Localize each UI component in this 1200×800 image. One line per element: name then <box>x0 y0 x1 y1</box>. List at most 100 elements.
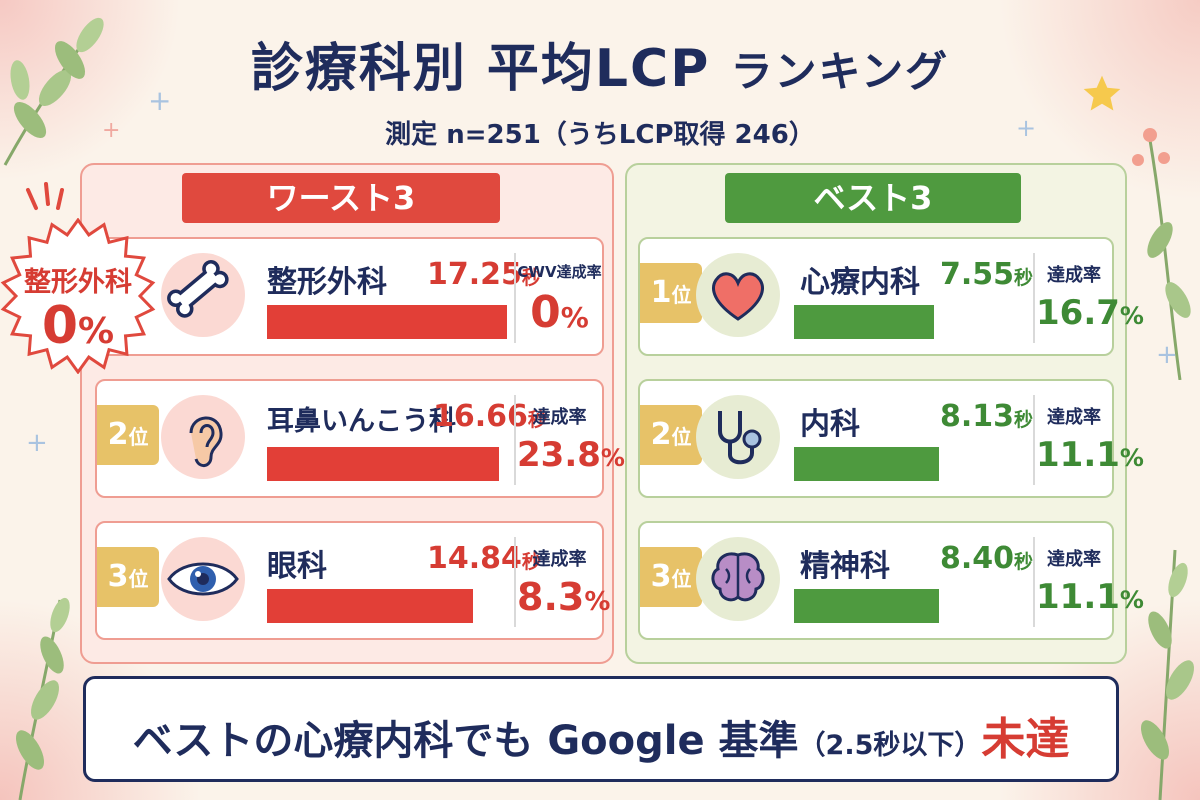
metric-label: 達成率 <box>532 407 587 428</box>
heart-icon <box>712 272 764 321</box>
lcp-unit: 秒 <box>527 409 547 431</box>
rank-badge: 1位 <box>640 263 702 323</box>
rank-number: 2 <box>107 417 129 452</box>
lcp-value: 8.13 <box>940 399 1015 434</box>
rank-unit: 位 <box>671 283 692 307</box>
lcp-value: 8.40 <box>940 541 1015 576</box>
rate-number: 16.7 <box>1036 293 1120 333</box>
icon-circle <box>696 253 780 337</box>
lcp-time: 16.66秒 <box>433 399 547 434</box>
department-name: 耳鼻いんこう科 <box>267 406 456 437</box>
rate-number: 8.3 <box>517 575 585 619</box>
rate-number: 11.1 <box>1036 577 1120 617</box>
best-card-1: 1位 心療内科 7.55秒 達成率 16.7% <box>638 237 1144 356</box>
rate-number: 23.8 <box>517 435 601 475</box>
best-panel: ベスト3 1位 心療内科 7.55秒 達成率 16.7% 2位 <box>625 163 1144 664</box>
ear-icon <box>189 416 223 467</box>
best-header: ベスト3 <box>725 173 1021 223</box>
metric-label: 達成率 <box>1047 265 1101 286</box>
metric-label: 達成率 <box>532 549 587 570</box>
rank-unit: 位 <box>671 425 692 449</box>
metric-label: 達成率 <box>1047 407 1101 428</box>
department-name: 精神科 <box>800 549 890 584</box>
footer-part1: ベストの心療内科でも Google 基準 <box>132 718 799 764</box>
lcp-time: 17.25秒 <box>427 257 541 292</box>
rate-value: 23.8% <box>517 435 625 475</box>
worst-card-3: 3位 眼科 14.84秒 達成率 8.3% <box>95 521 610 640</box>
lcp-bar <box>267 589 473 623</box>
star-icon <box>1083 75 1121 111</box>
lcp-time: 8.40秒 <box>940 541 1033 576</box>
rank-unit: 位 <box>128 425 149 449</box>
rate-unit: % <box>1119 444 1144 472</box>
leaf-branch-bottom-right-icon <box>1141 549 1194 800</box>
rank-badge: 3位 <box>640 547 702 607</box>
worst-header: ワースト3 <box>182 173 500 223</box>
callout-number: 0 <box>41 296 79 356</box>
rank-number: 2 <box>650 417 672 452</box>
rate-value: 8.3% <box>517 575 610 619</box>
footer-paren: （2.5秒以下） <box>798 730 982 761</box>
rank-unit: 位 <box>128 567 149 591</box>
burst-shape <box>0 218 156 374</box>
leaf-branch-right-icon <box>1132 128 1191 380</box>
lcp-unit: 秒 <box>1014 551 1034 573</box>
callout-name: 整形外科 <box>24 267 132 298</box>
callout-burst: 整形外科 0% <box>0 218 156 374</box>
rank-unit: 位 <box>671 567 692 591</box>
sparkle-icon: + <box>1156 340 1178 370</box>
lcp-unit: 秒 <box>1014 409 1034 431</box>
lcp-value: 16.66 <box>433 399 528 434</box>
divider <box>514 395 516 485</box>
department-name: 整形外科 <box>267 265 387 300</box>
brain-icon <box>711 552 765 602</box>
department-name: 内科 <box>800 407 860 442</box>
lcp-bar <box>267 305 507 339</box>
page-title: 診療科別 平均LCP ランキング <box>0 26 1200 101</box>
rank-badge: 2位 <box>97 405 159 465</box>
rate-value: 0% <box>517 287 602 338</box>
divider <box>1033 253 1035 343</box>
rate-unit: % <box>1119 302 1144 330</box>
metric-label: CWV達成率 <box>517 263 602 281</box>
lcp-value: 17.25 <box>427 257 522 292</box>
lcp-unit: 秒 <box>1014 267 1034 289</box>
rank-number: 3 <box>650 559 672 594</box>
divider <box>514 253 516 343</box>
icon-circle <box>696 395 780 479</box>
icon-circle <box>161 395 245 479</box>
leaf-branch-top-left-icon <box>3 17 104 166</box>
rank-number: 1 <box>650 275 672 310</box>
rate-value: 16.7% <box>1036 293 1144 333</box>
lcp-bar <box>794 305 934 339</box>
footer-text: ベストの心療内科でも Google 基準（2.5秒以下）未達 <box>86 703 1116 767</box>
stethoscope-icon <box>718 411 762 465</box>
best-card-2: 2位 内科 8.13秒 達成率 11.1% <box>638 379 1144 498</box>
emphasis-marks-icon <box>26 182 64 210</box>
rank-number: 3 <box>107 559 129 594</box>
metric-label: 達成率 <box>1047 549 1101 570</box>
lcp-time: 8.13秒 <box>940 399 1033 434</box>
footer-emphasis: 未達 <box>981 714 1070 765</box>
worst-panel: ワースト3 整形外科 17.25秒 CWV達成率 0% 2位 <box>80 163 625 664</box>
worst-card-2: 2位 耳鼻いんこう科 16.66秒 達成率 23.8% <box>95 379 625 498</box>
rate-unit: % <box>1119 586 1144 614</box>
rate-number: 11.1 <box>1036 435 1120 475</box>
title-main: 診療科別 平均LCP <box>250 39 711 99</box>
bone-icon <box>167 260 229 318</box>
rank-badge: 3位 <box>97 547 159 607</box>
worst-card-1: 整形外科 17.25秒 CWV達成率 0% <box>95 237 604 356</box>
rate-value: 11.1% <box>1036 577 1144 617</box>
department-name: 心療内科 <box>800 265 920 300</box>
lcp-time: 14.84秒 <box>427 541 541 576</box>
divider <box>514 537 516 627</box>
leaf-branch-bottom-left-icon <box>16 597 70 800</box>
icon-circle <box>161 537 245 621</box>
sparkle-icon: + <box>102 118 121 143</box>
rate-value: 11.1% <box>1036 435 1144 475</box>
lcp-bar <box>794 589 939 623</box>
sparkle-icon: + <box>148 84 172 117</box>
lcp-unit: 秒 <box>521 267 541 289</box>
divider <box>1033 537 1035 627</box>
callout-unit: % <box>78 311 115 352</box>
